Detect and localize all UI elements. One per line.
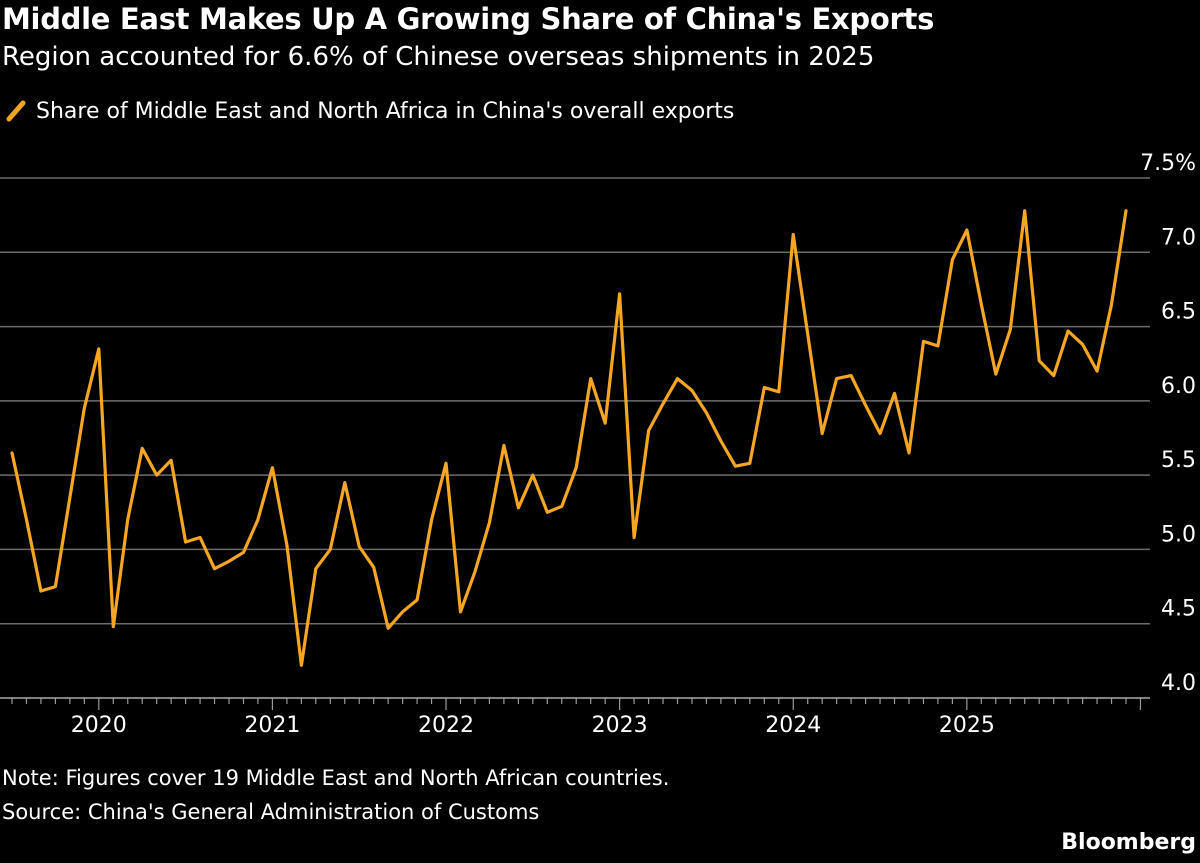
y-tick-label: 5.5 [1161,448,1196,473]
x-tick-label: 2023 [592,713,648,738]
y-tick-label: 5.0 [1161,522,1196,547]
y-tick-label: 4.0 [1161,671,1196,696]
x-tick-label: 2024 [765,713,821,738]
legend: Share of Middle East and North Africa in… [4,98,734,124]
chart-source: Source: China's General Administration o… [2,800,540,824]
y-tick-label: 6.0 [1161,374,1196,399]
y-tick-label: 6.5 [1161,300,1196,325]
x-tick-label: 2025 [939,713,995,738]
legend-label: Share of Middle East and North Africa in… [36,98,735,124]
x-tick-label: 2020 [71,713,127,738]
y-tick-label: 4.5 [1161,597,1196,622]
chart-note: Note: Figures cover 19 Middle East and N… [2,766,670,790]
x-tick-label: 2022 [418,713,474,738]
chart-subtitle: Region accounted for 6.6% of Chinese ove… [2,42,875,72]
bloomberg-logo: Bloomberg [1061,830,1196,855]
series-line [10,209,1128,667]
chart-title: Middle East Makes Up A Growing Share of … [2,2,935,36]
y-tick-label: 7.0 [1161,225,1196,250]
y-tick-label: 7.5% [1140,151,1196,176]
x-tick-label: 2021 [244,713,300,738]
legend-line-icon [6,100,26,122]
